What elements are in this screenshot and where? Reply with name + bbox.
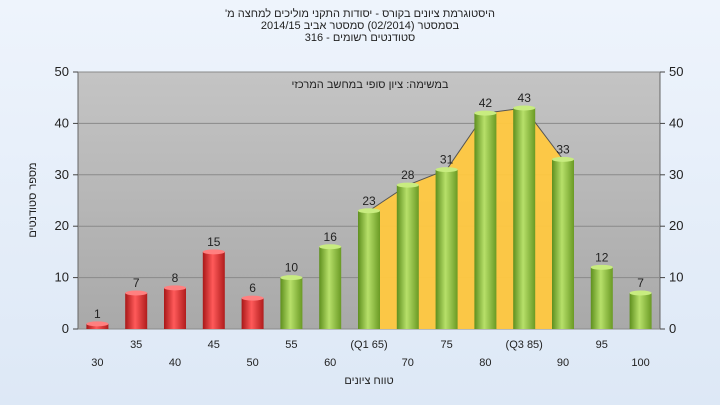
bar	[125, 293, 148, 329]
x-tick-label: (Q3 85)	[506, 339, 543, 351]
bar-value-label: 23	[362, 194, 376, 208]
bar	[202, 251, 225, 329]
x-tick-label: 70	[402, 357, 414, 369]
x-tick-label: 55	[285, 339, 297, 351]
y-tick-label-left: 30	[55, 167, 69, 182]
bar-cap	[629, 290, 652, 296]
bar-cap	[552, 156, 574, 162]
bar-cap	[590, 264, 613, 270]
y-tick-label-left: 20	[55, 218, 69, 233]
y-tick-label-right: 50	[669, 64, 683, 79]
bar	[552, 159, 574, 329]
bar-value-label: 7	[637, 276, 644, 290]
bar-cap	[241, 295, 264, 301]
bar-value-label: 28	[401, 168, 415, 182]
y-axis-left: 0 10 20 30 40 50	[55, 64, 78, 336]
chart-title: היסטוגרמת ציונים בקורס - יסודות התקני מו…	[0, 8, 720, 44]
title-line-2: בסמסטר (02/2014) סמסטר אביב 2014/15	[260, 20, 460, 32]
title-line-1: היסטוגרמת ציונים בקורס - יסודות התקני מו…	[225, 8, 495, 20]
x-tick-label: 80	[479, 357, 491, 369]
bar-value-label: 42	[479, 96, 493, 110]
x-tick-label: 75	[440, 339, 452, 351]
bar-value-label: 8	[172, 271, 179, 285]
x-tick-label: 40	[169, 357, 181, 369]
bar-value-label: 43	[518, 91, 532, 105]
y-axis-label: מספר סטודנטים	[27, 162, 39, 237]
bar-cap	[396, 182, 419, 188]
x-tick-label: 90	[557, 357, 569, 369]
bar-value-label: 12	[595, 250, 609, 264]
bar-cap	[125, 290, 148, 296]
bar-value-label: 1	[94, 307, 101, 321]
bar-value-label: 16	[324, 230, 338, 244]
bar	[474, 113, 497, 330]
y-axis-right: 0 10 20 30 40 50	[660, 64, 683, 336]
title-line-3: סטודנטים רשומים - 316	[304, 32, 416, 44]
y-tick-label-left: 0	[62, 321, 69, 336]
plot-annotation: במשימה: ציון סופי במחשב המרכזי	[292, 79, 449, 91]
bar-value-label: 7	[133, 276, 140, 290]
x-tick-label: 35	[130, 339, 142, 351]
bar-cap	[202, 249, 225, 255]
bar-value-label: 31	[440, 153, 454, 167]
bar	[86, 323, 109, 329]
x-tick-label: 30	[91, 357, 103, 369]
bar	[513, 107, 536, 329]
x-axis: 30 35 40 45 50 55 60 (Q1 65) 70 75 80 (Q3 85) 90 95 10…	[91, 339, 650, 369]
bar	[590, 267, 613, 329]
x-tick-label: (Q1 65)	[350, 339, 387, 351]
x-tick-label: 60	[324, 357, 336, 369]
x-tick-label: 95	[596, 339, 608, 351]
bar-cap	[474, 110, 497, 116]
x-tick-label: 50	[246, 357, 258, 369]
y-tick-label-right: 10	[669, 270, 683, 285]
bar	[241, 298, 264, 329]
bar-cap	[435, 167, 458, 173]
bar	[358, 210, 380, 329]
bar-value-label: 15	[207, 235, 221, 249]
y-tick-label-right: 30	[669, 167, 683, 182]
bar	[280, 277, 303, 329]
bar	[319, 246, 342, 329]
bar	[629, 293, 652, 329]
y-tick-label-right: 20	[669, 218, 683, 233]
bar	[435, 169, 458, 329]
y-tick-label-left: 10	[55, 270, 69, 285]
bar-cap	[280, 275, 303, 281]
y-tick-label-right: 40	[669, 115, 683, 130]
bar-cap	[358, 208, 380, 214]
bar-cap	[319, 244, 342, 250]
x-axis-label: טווח ציונים	[344, 375, 393, 387]
x-tick-label: 100	[631, 357, 649, 369]
bar-value-label: 10	[285, 261, 299, 275]
bar-value-label: 6	[249, 281, 256, 295]
x-tick-label: 45	[208, 339, 220, 351]
bar	[164, 287, 186, 329]
y-tick-label-left: 50	[55, 64, 69, 79]
bar	[396, 185, 419, 329]
y-tick-label-right: 0	[669, 321, 676, 336]
bar-cap	[86, 321, 109, 327]
bar-cap	[164, 285, 186, 291]
y-tick-label-left: 40	[55, 115, 69, 130]
bar-cap	[513, 105, 536, 111]
bar-value-label: 33	[556, 142, 570, 156]
bars-group: 1 7 8 15 6 10 16 23 28 31 42 43 33 12 7	[86, 91, 652, 330]
